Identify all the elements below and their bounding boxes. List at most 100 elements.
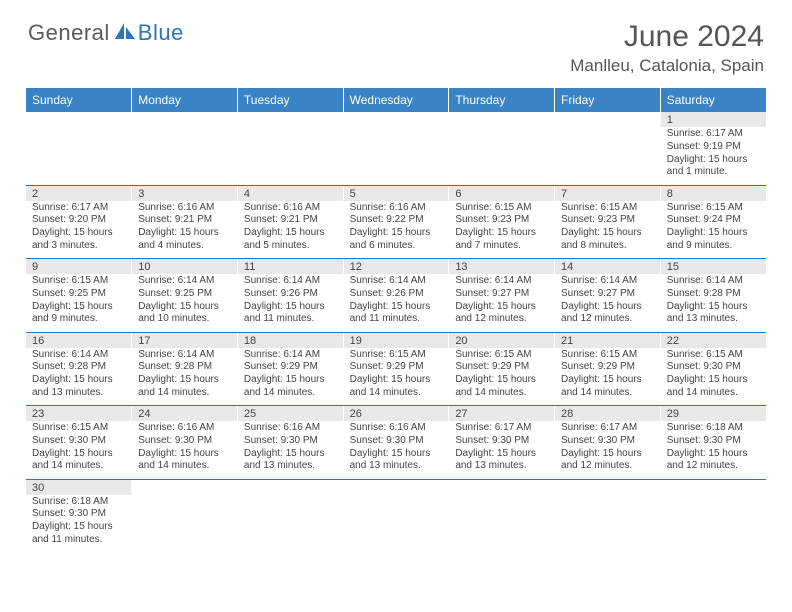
dayhead-fri: Friday [555, 88, 661, 112]
daylight-text-2: and 10 minutes. [138, 313, 231, 326]
day-number: 5 [343, 185, 449, 201]
sunrise-text: Sunrise: 6:15 AM [667, 349, 760, 362]
sunrise-text: Sunrise: 6:15 AM [561, 349, 654, 362]
sunrise-text: Sunrise: 6:14 AM [244, 275, 337, 288]
day-number: 26 [343, 406, 449, 422]
day-body: Sunrise: 6:16 AMSunset: 9:30 PMDaylight:… [237, 421, 343, 479]
sunset-text: Sunset: 9:28 PM [138, 361, 231, 374]
sunset-text: Sunset: 9:30 PM [455, 435, 548, 448]
daylight-text-1: Daylight: 15 hours [667, 227, 760, 240]
sunrise-text: Sunrise: 6:14 AM [350, 275, 443, 288]
week-num-row: 2345678 [26, 185, 766, 201]
sunrise-text: Sunrise: 6:16 AM [350, 422, 443, 435]
location: Manlleu, Catalonia, Spain [570, 56, 764, 76]
day-number: 13 [449, 259, 555, 275]
title-block: June 2024 Manlleu, Catalonia, Spain [570, 20, 764, 76]
daylight-text-1: Daylight: 15 hours [32, 301, 125, 314]
daylight-text-2: and 14 minutes. [350, 387, 443, 400]
day-body: Sunrise: 6:15 AMSunset: 9:23 PMDaylight:… [555, 201, 661, 259]
sunset-text: Sunset: 9:23 PM [455, 214, 548, 227]
sunset-text: Sunset: 9:30 PM [32, 508, 125, 521]
daylight-text-1: Daylight: 15 hours [455, 374, 548, 387]
day-number: 1 [660, 112, 766, 127]
sunset-text: Sunset: 9:30 PM [667, 435, 760, 448]
day-body [555, 495, 661, 553]
sunset-text: Sunset: 9:28 PM [667, 288, 760, 301]
day-body: Sunrise: 6:14 AMSunset: 9:28 PMDaylight:… [660, 274, 766, 332]
sunrise-text: Sunrise: 6:15 AM [455, 202, 548, 215]
daylight-text-1: Daylight: 15 hours [32, 374, 125, 387]
day-body [26, 127, 132, 185]
day-number: 11 [237, 259, 343, 275]
sunrise-text: Sunrise: 6:14 AM [138, 349, 231, 362]
daylight-text-2: and 12 minutes. [561, 313, 654, 326]
sunset-text: Sunset: 9:19 PM [667, 141, 760, 154]
day-body: Sunrise: 6:18 AMSunset: 9:30 PMDaylight:… [26, 495, 132, 553]
daylight-text-1: Daylight: 15 hours [32, 448, 125, 461]
day-number: 9 [26, 259, 132, 275]
day-number: 8 [660, 185, 766, 201]
daylight-text-1: Daylight: 15 hours [455, 448, 548, 461]
day-number: 30 [26, 479, 132, 495]
sunrise-text: Sunrise: 6:16 AM [138, 202, 231, 215]
dayhead-mon: Monday [132, 88, 238, 112]
week-num-row: 9101112131415 [26, 259, 766, 275]
week-num-row: 30 [26, 479, 766, 495]
day-body: Sunrise: 6:16 AMSunset: 9:21 PMDaylight:… [237, 201, 343, 259]
sunrise-text: Sunrise: 6:15 AM [350, 349, 443, 362]
day-body: Sunrise: 6:14 AMSunset: 9:25 PMDaylight:… [132, 274, 238, 332]
daylight-text-1: Daylight: 15 hours [350, 227, 443, 240]
daylight-text-1: Daylight: 15 hours [138, 301, 231, 314]
day-number: 16 [26, 332, 132, 348]
day-number: 28 [555, 406, 661, 422]
day-body: Sunrise: 6:14 AMSunset: 9:28 PMDaylight:… [26, 348, 132, 406]
day-body: Sunrise: 6:14 AMSunset: 9:28 PMDaylight:… [132, 348, 238, 406]
daylight-text-1: Daylight: 15 hours [561, 374, 654, 387]
day-header-row: Sunday Monday Tuesday Wednesday Thursday… [26, 88, 766, 112]
daylight-text-1: Daylight: 15 hours [32, 521, 125, 534]
daylight-text-2: and 6 minutes. [350, 240, 443, 253]
day-number: 20 [449, 332, 555, 348]
dayhead-wed: Wednesday [343, 88, 449, 112]
daylight-text-2: and 12 minutes. [455, 313, 548, 326]
daylight-text-1: Daylight: 15 hours [667, 301, 760, 314]
day-body [343, 495, 449, 553]
day-number: 4 [237, 185, 343, 201]
day-body: Sunrise: 6:17 AMSunset: 9:19 PMDaylight:… [660, 127, 766, 185]
day-body: Sunrise: 6:16 AMSunset: 9:30 PMDaylight:… [343, 421, 449, 479]
dayhead-sat: Saturday [660, 88, 766, 112]
day-number [555, 479, 661, 495]
daylight-text-2: and 11 minutes. [32, 534, 125, 547]
day-number: 21 [555, 332, 661, 348]
daylight-text-2: and 14 minutes. [138, 460, 231, 473]
sunset-text: Sunset: 9:22 PM [350, 214, 443, 227]
sunrise-text: Sunrise: 6:16 AM [350, 202, 443, 215]
daylight-text-1: Daylight: 15 hours [138, 448, 231, 461]
daylight-text-2: and 14 minutes. [32, 460, 125, 473]
day-number [237, 112, 343, 127]
daylight-text-2: and 13 minutes. [667, 313, 760, 326]
day-body: Sunrise: 6:15 AMSunset: 9:25 PMDaylight:… [26, 274, 132, 332]
day-body: Sunrise: 6:16 AMSunset: 9:21 PMDaylight:… [132, 201, 238, 259]
sunset-text: Sunset: 9:21 PM [138, 214, 231, 227]
sunrise-text: Sunrise: 6:14 AM [455, 275, 548, 288]
day-body: Sunrise: 6:17 AMSunset: 9:30 PMDaylight:… [555, 421, 661, 479]
sunset-text: Sunset: 9:30 PM [667, 361, 760, 374]
day-body: Sunrise: 6:15 AMSunset: 9:29 PMDaylight:… [449, 348, 555, 406]
week-body-row: Sunrise: 6:18 AMSunset: 9:30 PMDaylight:… [26, 495, 766, 553]
calendar-table: Sunday Monday Tuesday Wednesday Thursday… [26, 88, 766, 553]
day-number: 15 [660, 259, 766, 275]
sunset-text: Sunset: 9:30 PM [561, 435, 654, 448]
day-body: Sunrise: 6:15 AMSunset: 9:29 PMDaylight:… [343, 348, 449, 406]
week-num-row: 1 [26, 112, 766, 127]
brand-logo: General Blue [28, 20, 184, 46]
sunset-text: Sunset: 9:29 PM [455, 361, 548, 374]
day-body: Sunrise: 6:16 AMSunset: 9:22 PMDaylight:… [343, 201, 449, 259]
sunrise-text: Sunrise: 6:14 AM [244, 349, 337, 362]
sunset-text: Sunset: 9:21 PM [244, 214, 337, 227]
daylight-text-2: and 4 minutes. [138, 240, 231, 253]
sunrise-text: Sunrise: 6:15 AM [667, 202, 760, 215]
sunset-text: Sunset: 9:30 PM [32, 435, 125, 448]
sunset-text: Sunset: 9:29 PM [350, 361, 443, 374]
week-body-row: Sunrise: 6:15 AMSunset: 9:30 PMDaylight:… [26, 421, 766, 479]
